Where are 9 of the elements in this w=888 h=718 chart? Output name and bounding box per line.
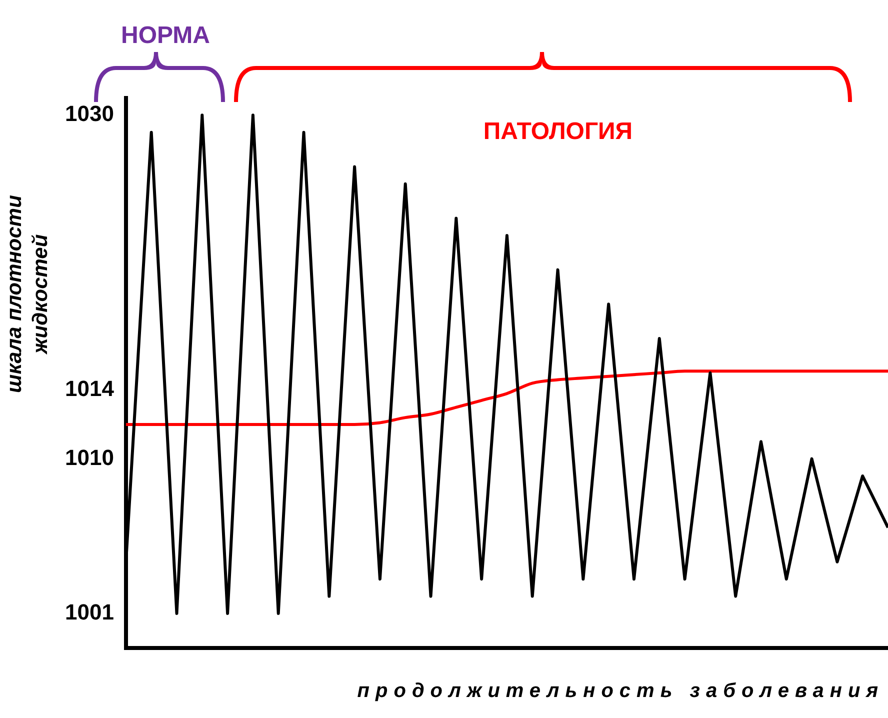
annotation: ПАТОЛОГИЯ [482, 118, 634, 146]
line-series [124, 370, 888, 426]
y-tick-label: 1030 [64, 101, 114, 126]
y-tick-label: 1014 [64, 376, 115, 402]
y-axis-title: шкала плотности жидкостей [2, 194, 53, 395]
y-tick-label: 1001 [64, 600, 114, 624]
text: НОРМА [120, 22, 211, 50]
y-tick-label: 1010 [64, 444, 114, 470]
x-axis-title: продолжительность заболевания [357, 680, 884, 703]
